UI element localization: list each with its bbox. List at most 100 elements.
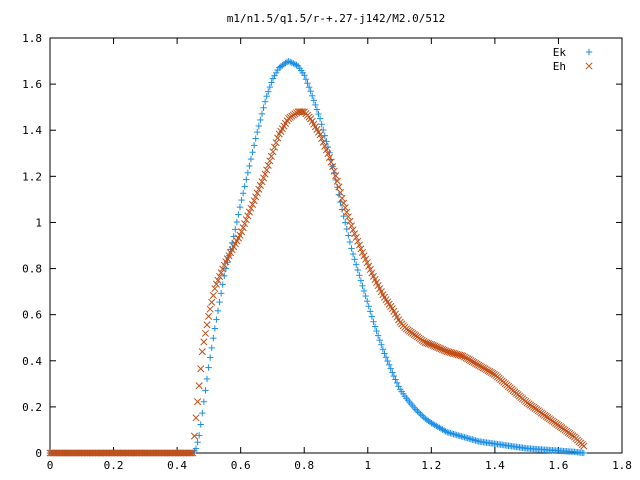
data-point-ek (362, 292, 369, 300)
data-point-eh (336, 189, 345, 197)
data-point-eh (267, 152, 275, 160)
data-point-ek (205, 364, 212, 371)
data-point-eh (200, 338, 208, 346)
data-point-ek (359, 282, 366, 290)
data-point-ek (217, 290, 225, 297)
data-point-ek (232, 226, 239, 233)
data-point-eh (241, 220, 249, 228)
data-point-eh (256, 181, 264, 190)
data-point-eh (338, 194, 346, 202)
data-point-eh (211, 285, 219, 293)
data-point-ek (349, 250, 357, 258)
data-point-ek (192, 445, 200, 452)
data-point-eh (253, 189, 261, 197)
data-point-eh (245, 208, 253, 216)
data-point-ek (254, 128, 261, 136)
data-point-eh (349, 226, 357, 234)
data-point-ek (318, 121, 325, 128)
data-point-ek (316, 115, 324, 122)
legend-label-ek: Ek (553, 46, 567, 59)
data-point-ek (239, 190, 247, 197)
data-point-ek (368, 313, 376, 320)
data-point-ek (233, 218, 241, 226)
data-point-ek (387, 365, 394, 372)
data-point-ek (309, 92, 316, 100)
data-point-eh (365, 262, 373, 270)
y-tick-label: 1.8 (22, 32, 42, 45)
data-point-eh (264, 161, 272, 169)
data-point-ek (371, 323, 379, 330)
data-point-ek (241, 183, 248, 190)
data-point-eh (363, 259, 371, 267)
data-point-eh (189, 449, 197, 457)
data-point-ek (249, 149, 256, 156)
data-point-ek (271, 72, 278, 79)
data-point-ek (315, 110, 322, 118)
data-point-eh (261, 170, 269, 178)
series-ek (46, 58, 588, 457)
data-point-eh (357, 245, 365, 253)
data-point-eh (198, 348, 206, 356)
data-point-ek (382, 354, 390, 361)
data-point-eh (335, 183, 343, 191)
data-point-ek (197, 421, 204, 428)
data-point-ek (194, 439, 201, 446)
data-point-ek (272, 69, 280, 77)
data-point-ek (392, 376, 399, 383)
data-point-ek (238, 196, 245, 204)
data-point-ek (258, 110, 266, 118)
y-tick-label: 0.8 (22, 263, 42, 276)
data-point-ek (214, 307, 222, 315)
data-point-ek (414, 407, 421, 415)
data-point-ek (356, 272, 363, 279)
data-point-ek (418, 412, 426, 419)
legend-marker-ek (585, 48, 593, 56)
data-point-ek (393, 379, 401, 387)
legend-label-eh: Eh (553, 60, 566, 73)
data-point-ek (202, 387, 209, 394)
data-point-eh (252, 193, 260, 201)
data-point-ek (360, 287, 368, 295)
data-point-eh (212, 280, 220, 288)
data-point-ek (290, 60, 297, 67)
data-point-eh (360, 252, 368, 260)
data-point-eh (322, 146, 330, 154)
data-point-ek (302, 76, 310, 83)
data-point-ek (257, 116, 264, 124)
data-point-ek (252, 135, 259, 142)
data-point-eh (239, 224, 247, 232)
data-point-ek (376, 336, 383, 344)
data-point-ek (395, 383, 402, 390)
y-tick-label: 1.4 (22, 124, 42, 137)
data-point-eh (324, 150, 332, 158)
data-point-ek (211, 325, 219, 332)
x-tick-label: 0.6 (231, 459, 251, 472)
data-point-ek (268, 79, 275, 86)
data-point-eh (214, 276, 222, 284)
data-point-ek (390, 372, 398, 380)
data-point-eh (272, 139, 280, 147)
data-point-eh (195, 382, 203, 390)
data-point-ek (236, 203, 244, 211)
data-point-eh (258, 178, 266, 186)
data-point-eh (316, 131, 324, 139)
data-point-ek (199, 409, 206, 417)
data-point-ek (250, 142, 258, 149)
data-point-eh (368, 269, 376, 277)
data-point-eh (263, 166, 271, 174)
axis-ticks: 0 0.2 0.4 0.6 0.8 1 1.2 1.4 1.6 1.8 0 0.2 0.4 0.6 0.8 1… (22, 32, 632, 472)
data-point-ek (345, 232, 352, 239)
data-point-ek (312, 101, 319, 109)
data-point-eh (362, 255, 370, 263)
plot-frame (49, 37, 623, 454)
data-point-eh (242, 216, 250, 224)
data-point-ek (370, 318, 377, 325)
data-point-eh (269, 148, 277, 156)
data-point-eh (341, 204, 349, 212)
y-tick-label: 1.6 (22, 78, 42, 91)
data-point-ek (213, 316, 220, 323)
plot-border (49, 37, 623, 454)
data-point-ek (305, 84, 313, 91)
data-point-eh (354, 237, 362, 245)
